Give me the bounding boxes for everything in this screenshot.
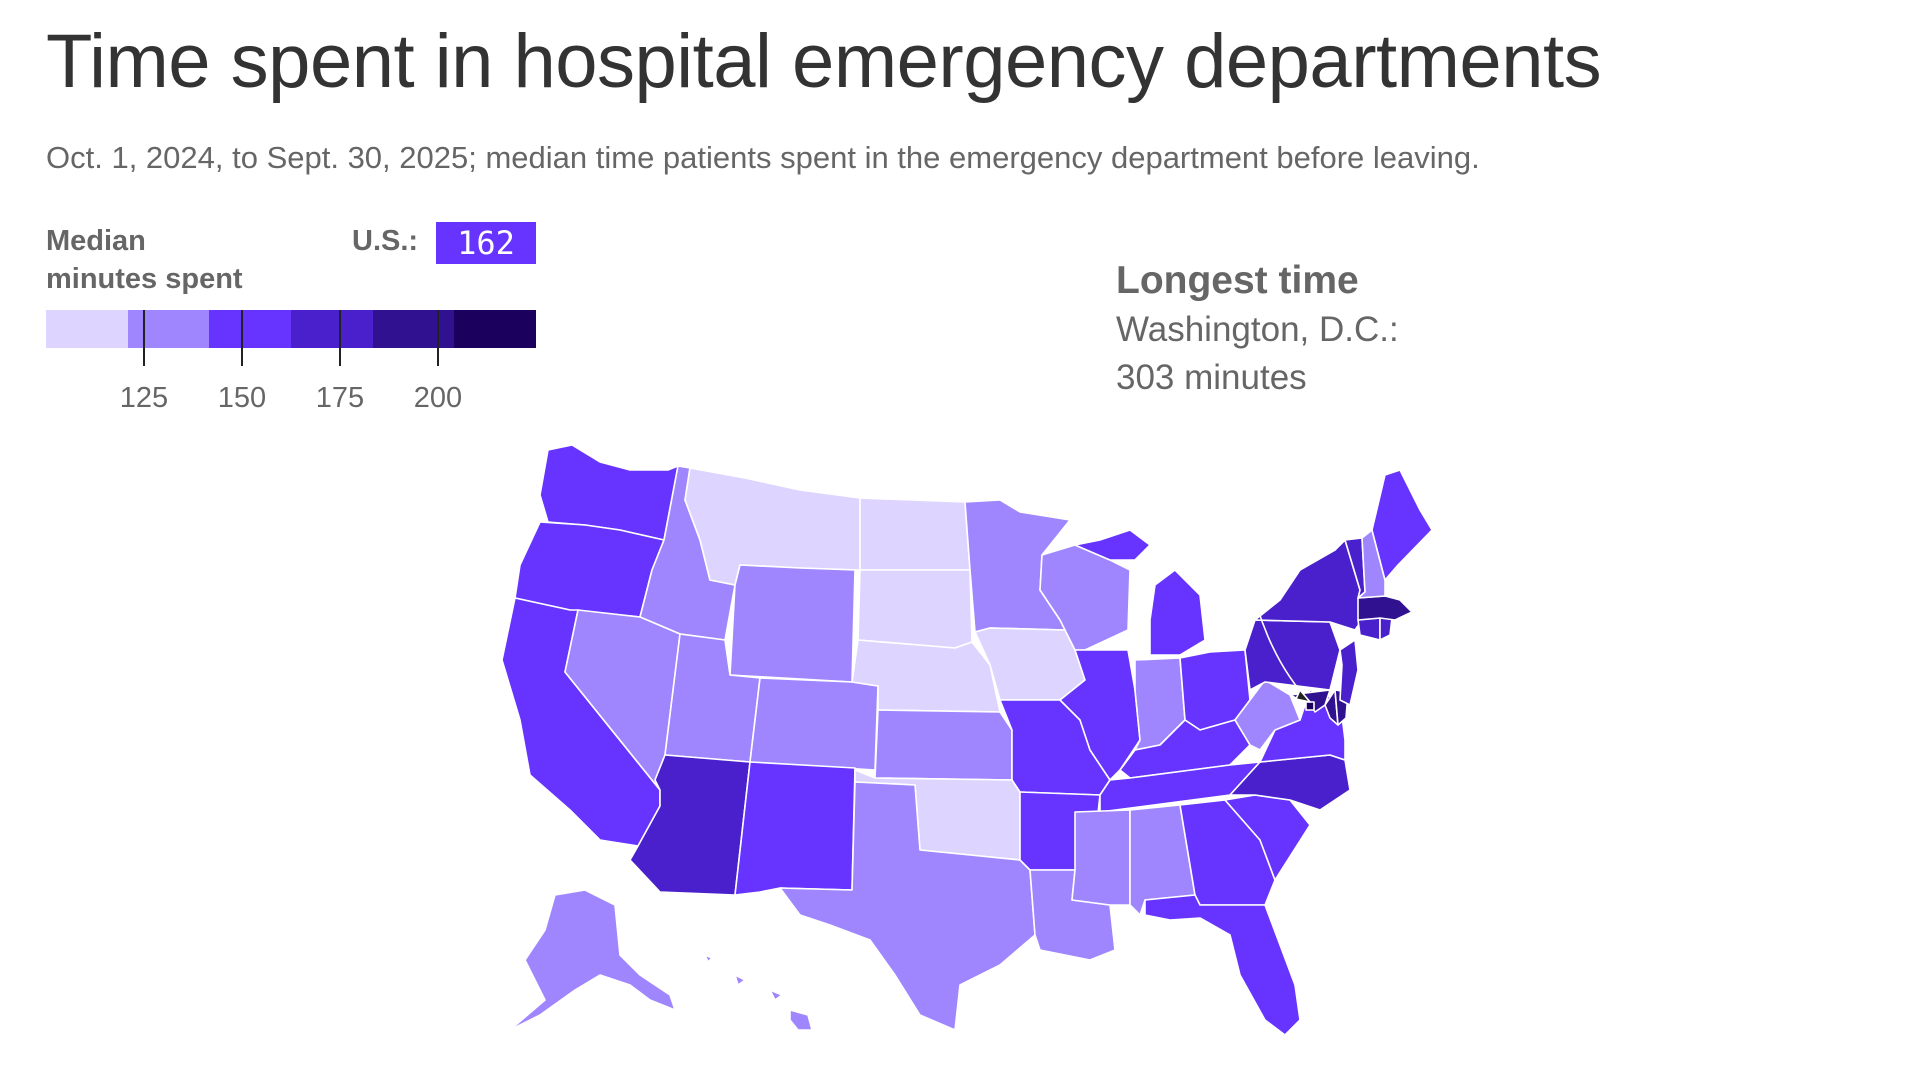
chart-subtitle: Oct. 1, 2024, to Sept. 30, 2025; median … [46,140,1480,175]
state-CO[interactable] [749,677,879,771]
us-value-badge: 162 [436,222,536,264]
state-NM[interactable] [734,761,856,896]
state-RI[interactable] [1379,617,1393,641]
legend-tick-mark-175 [339,310,341,366]
legend-tick-label-150: 150 [217,382,267,414]
legend-bin-2 [127,310,210,348]
state-MI[interactable] [1074,529,1206,656]
annotation-line1: Washington, D.C.: [1116,310,1399,349]
state-HI[interactable] [704,954,813,1031]
legend-title: Median minutes spent [46,222,306,298]
legend-bin-6 [454,310,537,348]
legend-bin-5 [372,310,455,348]
legend-tick-mark-200 [437,310,439,366]
annotation-line2: 303 minutes [1116,358,1307,397]
legend-title-line2: minutes spent [46,263,243,295]
state-NJ[interactable] [1339,639,1359,706]
annotation-arrowhead [1295,689,1311,703]
chart-title: Time spent in hospital emergency departm… [46,19,1602,104]
legend-bin-3 [209,310,292,348]
legend-title-line1: Median [46,225,146,257]
state-MA[interactable] [1357,595,1413,621]
annotation-longest-time: Longest time Washington, D.C.: 303 minut… [1116,256,1399,402]
state-MS[interactable] [1071,809,1131,906]
state-ME[interactable] [1371,469,1433,581]
legend-color-bar [46,310,537,366]
color-legend: Median minutes spent U.S.: 162 125 150 1… [46,222,537,414]
state-SD[interactable] [857,569,973,649]
state-KS[interactable] [874,709,1013,781]
us-label: U.S.: [352,225,419,257]
state-FL[interactable] [1144,894,1301,1036]
state-TN[interactable] [1099,761,1261,813]
legend-tick-mark-125 [143,310,145,366]
legend-bin-4 [291,310,373,348]
annotation-leader-line [1240,419,1311,703]
state-ND[interactable] [859,497,971,571]
legend-tick-mark-150 [241,310,243,366]
legend-tick-label-175: 175 [315,382,365,414]
legend-tick-label-125: 125 [119,382,169,414]
state-WV[interactable] [1234,679,1301,751]
state-TX[interactable] [779,781,1036,1031]
state-DC[interactable] [1305,701,1315,711]
legend-bin-1 [46,310,128,348]
state-AK[interactable] [509,889,676,1031]
legend-tick-label-200: 200 [413,382,463,414]
state-CT[interactable] [1357,617,1381,641]
annotation-title: Longest time [1116,259,1359,302]
state-WY[interactable] [729,564,856,683]
state-NY[interactable] [1254,539,1363,631]
